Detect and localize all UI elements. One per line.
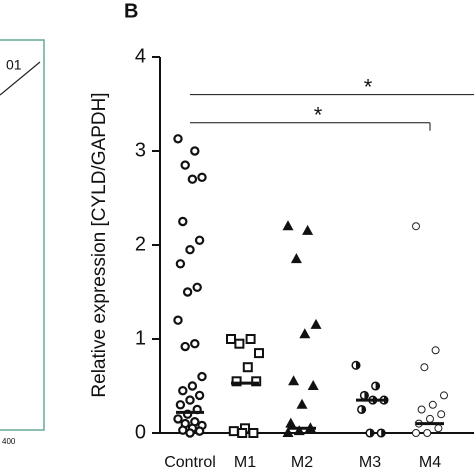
point: [194, 426, 205, 436]
point: [185, 395, 195, 405]
left-panel-frame: [0, 39, 45, 431]
x-tick-label: M3: [359, 454, 381, 471]
point: [190, 146, 200, 156]
point: [173, 315, 183, 325]
point: [310, 318, 322, 329]
point: [282, 220, 294, 231]
point: [187, 174, 198, 184]
point: [197, 371, 207, 382]
point: [428, 400, 437, 409]
left-panel-tick: 400: [2, 437, 16, 446]
left-panel-line: [0, 61, 41, 96]
y-tick-label: 0: [135, 421, 146, 443]
point: [434, 424, 443, 433]
point: [420, 363, 429, 372]
point: [371, 381, 381, 391]
x-tick-label: Control: [164, 454, 216, 471]
point: [242, 362, 253, 373]
point: [245, 334, 256, 344]
point: [197, 172, 207, 183]
panel-label: B: [124, 0, 138, 22]
point: [296, 398, 308, 409]
point: [234, 338, 245, 349]
point: [423, 429, 432, 437]
point: [182, 287, 193, 297]
point: [194, 390, 205, 401]
point: [175, 259, 186, 269]
y-tick-label: 1: [135, 327, 146, 349]
point: [190, 339, 200, 349]
y-tick-label: 4: [135, 45, 146, 67]
point: [412, 222, 420, 231]
point: [185, 428, 195, 438]
point: [426, 414, 434, 423]
point: [178, 216, 188, 227]
point: [431, 346, 440, 355]
x-tick-label: M1: [234, 454, 256, 471]
point: [365, 428, 375, 438]
point: [437, 410, 446, 419]
point: [285, 417, 297, 428]
x-tick-label: M4: [419, 454, 441, 471]
point: [173, 414, 183, 424]
point: [194, 235, 205, 245]
point: [376, 428, 386, 438]
point: [180, 160, 190, 170]
y-tick-label: 2: [135, 233, 146, 255]
point: [412, 429, 420, 437]
point: [185, 244, 195, 255]
point: [175, 400, 186, 410]
point: [251, 376, 262, 387]
point: [302, 224, 314, 235]
point: [351, 360, 361, 370]
point: [288, 375, 300, 386]
point: [307, 380, 319, 390]
point: [293, 425, 305, 436]
point: [173, 134, 183, 144]
point: [359, 390, 369, 400]
point: [282, 427, 294, 437]
point: [237, 428, 248, 438]
significance-star: *: [364, 74, 373, 99]
point: [178, 386, 188, 396]
y-axis-label: Relative expression [CYLD/GAPDH]: [89, 92, 110, 397]
point: [231, 376, 242, 387]
significance-star: *: [314, 103, 323, 128]
y-tick-label: 3: [135, 139, 146, 161]
point: [290, 253, 302, 264]
point: [180, 341, 190, 352]
point: [248, 428, 259, 438]
point: [357, 404, 367, 415]
point: [440, 391, 448, 400]
left-panel-label: 01: [6, 57, 22, 73]
point: [187, 381, 198, 391]
point: [192, 282, 202, 292]
point: [254, 348, 264, 359]
point: [417, 405, 426, 414]
point: [228, 426, 239, 437]
point: [299, 328, 311, 339]
point: [226, 334, 236, 344]
x-tick-label: M2: [291, 454, 313, 471]
